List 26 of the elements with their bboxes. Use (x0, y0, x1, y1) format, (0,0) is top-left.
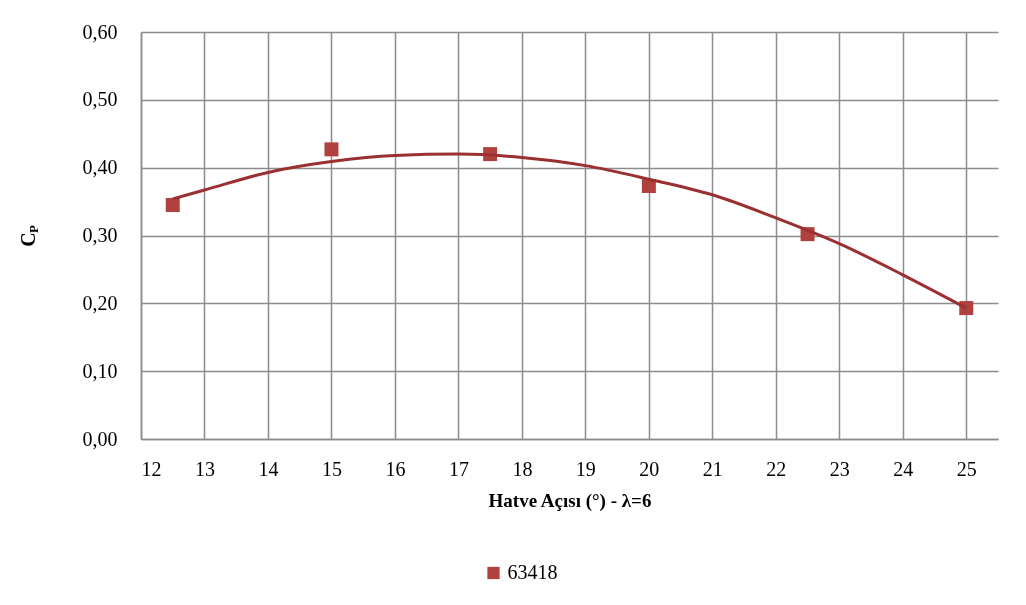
y-tick-label: 0,40 (82, 156, 118, 179)
y-tick-label: 0,20 (82, 291, 118, 314)
x-tick-label: 17 (448, 457, 469, 480)
legend-label: 63418 (507, 561, 558, 583)
y-tick-label: 0,10 (82, 359, 118, 382)
x-tick-label: 24 (893, 457, 914, 480)
x-tick-label: 16 (385, 457, 406, 480)
y-axis-title: CP (17, 225, 41, 247)
x-axis-title: Hatve Açısı (°) - λ=6 (488, 489, 652, 512)
y-tick-label: 0,50 (82, 88, 118, 111)
y-tick-label: 0,30 (82, 224, 118, 246)
x-tick-label: 15 (321, 457, 342, 480)
x-tick-label: 25 (956, 457, 977, 480)
point (165, 197, 180, 212)
x-tick-label: 19 (575, 457, 596, 480)
x-tick-label: 12 (141, 457, 162, 480)
x-tick-label: 21 (702, 457, 723, 480)
x-tick-label: 18 (512, 457, 533, 480)
point (324, 142, 339, 157)
y-tick-label: 0,00 (82, 427, 118, 450)
x-tick-label: 22 (766, 457, 787, 480)
x-tick-label: 23 (829, 457, 850, 480)
x-tick-label: 14 (258, 457, 279, 480)
x-tick-label: 20 (639, 457, 660, 480)
y-tick-label: 0,60 (82, 20, 118, 43)
x-tick-label: 13 (194, 457, 215, 480)
